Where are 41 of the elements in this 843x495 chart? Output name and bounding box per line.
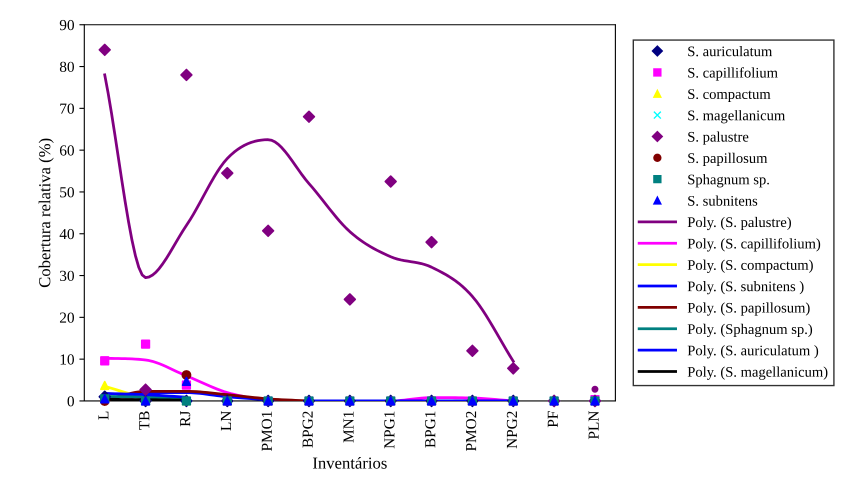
- legend-label: Poly. (S. auriculatum ): [688, 345, 818, 358]
- y-tick-label: 80: [60, 62, 74, 72]
- x-tick-label: MN1: [343, 412, 354, 442]
- x-tick-label: PMO1: [262, 412, 272, 451]
- legend-label: S. palustre: [688, 131, 748, 145]
- legend-label: Poly. (S. magellanicum): [688, 366, 828, 380]
- legend-label: S. papillosum: [688, 152, 768, 166]
- x-tick-label: PLN: [588, 411, 599, 440]
- legend-label: Poly. (Sphagnum sp.): [688, 324, 812, 338]
- x-tick-label: RJ: [180, 410, 190, 426]
- y-axis-title: Cobertura relativa (%): [38, 138, 54, 288]
- x-tick-label: TB: [139, 411, 150, 430]
- x-tick-label: NPG1: [384, 412, 395, 448]
- y-tick-label: 50: [60, 187, 74, 198]
- y-tick-label: 0: [68, 396, 74, 406]
- x-tick-label: BPG1: [425, 412, 436, 448]
- legend-label: Poly. (S. palustre): [688, 216, 791, 230]
- y-tick-label: 40: [60, 228, 74, 240]
- x-tick-label: L: [98, 412, 108, 420]
- x-tick-label: PMO2: [466, 412, 476, 451]
- y-tick-label: 60: [60, 145, 74, 156]
- legend-label: S. subnitens: [688, 195, 758, 206]
- legend-label: Sphagnum sp.: [688, 174, 769, 188]
- legend-label: S. magellanicum: [688, 110, 786, 124]
- y-tick-label: 20: [60, 312, 74, 323]
- x-tick-label: PF: [548, 411, 558, 428]
- legend-label: S. auriculatum: [688, 46, 772, 56]
- x-axis-title: Inventários: [312, 456, 387, 469]
- legend-label: Poly. (S. capillifolium): [688, 238, 820, 252]
- legend-label: Poly. (S. compactum): [688, 260, 813, 273]
- y-tick-label: 10: [60, 354, 74, 365]
- x-tick-label: BPG2: [302, 412, 313, 448]
- y-tick-label: 70: [60, 103, 74, 114]
- legend-label: Poly. (S. papillosum): [688, 302, 810, 316]
- y-tick-label: 30: [60, 270, 74, 281]
- y-tick-label: 90: [60, 20, 74, 30]
- legend-label: Poly. (S. subnitens ): [688, 281, 804, 294]
- legend-label: S. capillifolium: [688, 67, 778, 81]
- x-tick-label: NPG2: [506, 412, 518, 448]
- x-tick-label: LN: [220, 411, 231, 431]
- legend-label: S. compactum: [688, 89, 770, 102]
